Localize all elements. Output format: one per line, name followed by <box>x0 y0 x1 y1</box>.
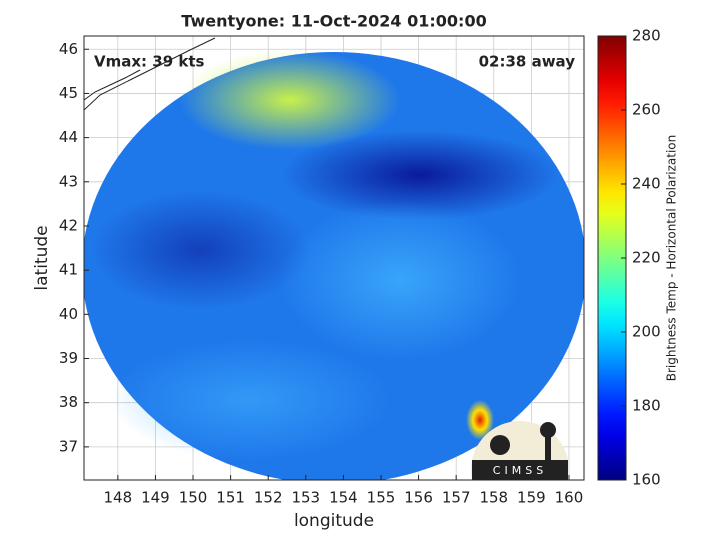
logo-text: CIMSS <box>493 464 547 477</box>
colorbar-tick-label: 160 <box>632 471 661 489</box>
y-tick-label: 42 <box>59 216 78 234</box>
y-tick-label: 44 <box>59 128 78 146</box>
x-tick-label: 157 <box>442 489 471 507</box>
colorbar-tick-label: 220 <box>632 249 661 267</box>
x-tick-label: 150 <box>179 489 208 507</box>
annotation: 02:38 away <box>479 53 576 71</box>
colorbar-tick-label: 260 <box>632 101 661 119</box>
y-tick-label: 43 <box>59 172 78 190</box>
y-tick-label: 40 <box>59 305 78 323</box>
y-tick-label: 46 <box>59 40 78 58</box>
satellite-swath <box>84 37 584 480</box>
x-tick-label: 149 <box>141 489 170 507</box>
x-tick-label: 148 <box>104 489 133 507</box>
cimss-logo: CIMSS <box>470 420 568 480</box>
x-tick-label: 160 <box>555 489 584 507</box>
x-tick-label: 154 <box>329 489 358 507</box>
colorbar-tick-label: 200 <box>632 323 661 341</box>
y-tick-label: 38 <box>59 393 78 411</box>
y-tick-label: 41 <box>59 261 78 279</box>
x-tick-label: 155 <box>367 489 396 507</box>
x-tick-label: 158 <box>479 489 508 507</box>
chart-title: Twentyone: 11-Oct-2024 01:00:00 <box>181 12 486 31</box>
y-tick-label: 37 <box>59 437 78 455</box>
x-tick-label: 159 <box>517 489 546 507</box>
x-axis-label: longitude <box>294 511 374 531</box>
y-tick-label: 45 <box>59 84 78 102</box>
y-tick-label: 39 <box>59 349 78 367</box>
colorbar-label: Brightness Temp - Horizontal Polarizatio… <box>665 135 679 382</box>
annotation: Vmax: 39 kts <box>94 53 204 71</box>
axes-frame <box>83 35 585 481</box>
x-tick-label: 152 <box>254 489 283 507</box>
x-tick-label: 153 <box>291 489 320 507</box>
x-tick-label: 151 <box>216 489 245 507</box>
colorbar-tick-label: 240 <box>632 175 661 193</box>
y-axis-label: latitude <box>32 225 52 290</box>
colorbar-tick-label: 180 <box>632 397 661 415</box>
colorbar-tick-label: 280 <box>632 27 661 45</box>
x-tick-label: 156 <box>404 489 433 507</box>
